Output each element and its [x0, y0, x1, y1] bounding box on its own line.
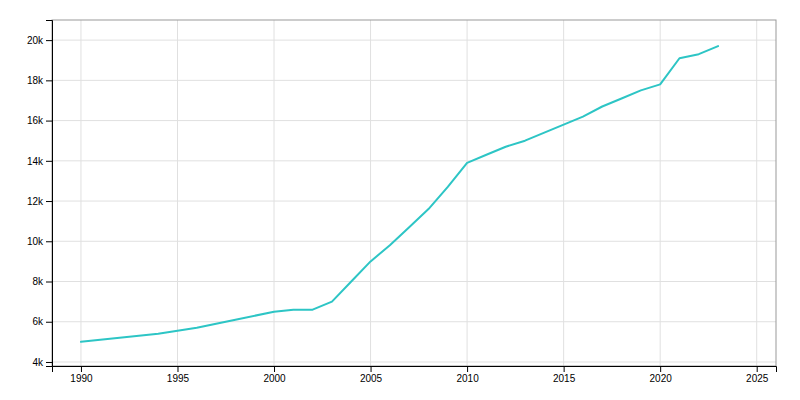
y-tick-label: 14k: [27, 156, 44, 167]
y-tick: 18k: [27, 75, 52, 86]
y-tick: 12k: [27, 196, 52, 207]
x-tick-mark: [177, 366, 178, 372]
x-tick: 1995: [167, 366, 190, 384]
grid-line-y: [52, 80, 776, 81]
y-tick: 10k: [27, 236, 52, 247]
y-tick-label: 10k: [27, 236, 44, 247]
y-tick: 16k: [27, 115, 52, 126]
x-tick-mark: [564, 366, 565, 372]
grid-line-y: [52, 40, 776, 41]
x-tick-label: 2000: [263, 373, 286, 384]
grid-line-y: [52, 120, 776, 121]
grid-line-y: [52, 241, 776, 242]
grid: [52, 20, 776, 366]
grid-line-x: [563, 20, 564, 366]
y-tick-mark: [46, 121, 52, 122]
x-tick-label: 2010: [456, 373, 479, 384]
y-tick-label: 18k: [27, 75, 44, 86]
y-tick-label: 12k: [27, 196, 44, 207]
plot-area: 1990 1995 2000 2005 2010 2015 2020 2025 4k 6k 8k 10…: [27, 20, 777, 384]
y-tick: 4k: [32, 357, 52, 368]
grid-line-y: [52, 201, 776, 202]
x-tick-label: 2020: [650, 373, 673, 384]
y-axis-line: [46, 21, 53, 367]
data-line: [81, 46, 718, 342]
plot-frame: [52, 20, 776, 366]
y-tick-label: 8k: [32, 276, 44, 287]
x-tick-mark: [467, 366, 468, 372]
y-tick: 14k: [27, 156, 52, 167]
y-tick-label: 6k: [32, 316, 44, 327]
y-tick-mark: [46, 362, 52, 363]
x-tick: 2015: [553, 366, 576, 384]
grid-line-y: [52, 321, 776, 322]
x-tick: 2025: [746, 366, 769, 384]
x-axis: 1990 1995 2000 2005 2010 2015 2020 2025: [53, 366, 777, 384]
y-tick-mark: [46, 201, 52, 202]
x-tick-label: 2025: [746, 373, 769, 384]
x-tick: 2000: [263, 366, 286, 384]
x-tick: 2005: [360, 366, 383, 384]
x-tick-label: 1990: [70, 373, 93, 384]
marks: [81, 46, 718, 342]
y-tick-label: 20k: [27, 35, 44, 46]
grid-line-y: [52, 160, 776, 161]
y-tick-mark: [46, 322, 52, 323]
x-axis-line: [53, 367, 777, 373]
y-tick-mark: [46, 40, 52, 41]
x-tick-mark: [81, 366, 82, 372]
y-tick: 6k: [32, 316, 52, 327]
y-tick-label: 4k: [32, 357, 44, 368]
x-tick-label: 2005: [360, 373, 383, 384]
y-tick: 8k: [32, 276, 52, 287]
grid-line-y: [52, 281, 776, 282]
x-tick: 2020: [650, 366, 673, 384]
grid-line-x: [467, 20, 468, 366]
grid-line-x: [177, 20, 178, 366]
x-tick: 2010: [456, 366, 479, 384]
grid-line-x: [756, 20, 757, 366]
x-tick: 1990: [70, 366, 93, 384]
y-axis: 4k 6k 8k 10k 12k 14k 16k 18k 20k: [27, 21, 53, 368]
grid-line-x: [274, 20, 275, 366]
x-tick-mark: [274, 366, 275, 372]
chart: 1990 1995 2000 2005 2010 2015 2020 2025 4k 6k 8k 10…: [0, 0, 800, 400]
y-tick-mark: [46, 241, 52, 242]
x-tick-mark: [757, 366, 758, 372]
grid-line-y: [52, 361, 776, 362]
x-tick-label: 1995: [167, 373, 190, 384]
y-tick-label: 16k: [27, 115, 44, 126]
y-tick-mark: [46, 161, 52, 162]
y-tick-mark: [46, 80, 52, 81]
x-tick-label: 2015: [553, 373, 576, 384]
grid-line-x: [660, 20, 661, 366]
x-tick-mark: [371, 366, 372, 372]
y-tick: 20k: [27, 35, 52, 46]
x-tick-mark: [660, 366, 661, 372]
y-tick-mark: [46, 282, 52, 283]
grid-line-x: [80, 20, 81, 366]
grid-line-x: [370, 20, 371, 366]
